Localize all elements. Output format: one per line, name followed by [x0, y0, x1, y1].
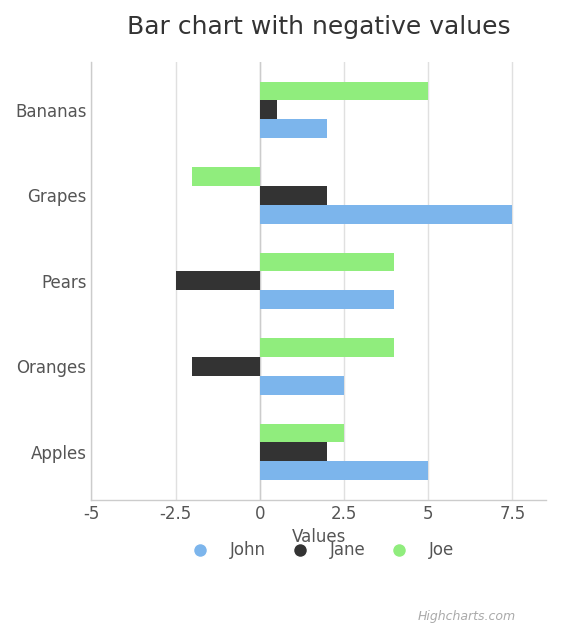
X-axis label: Values: Values: [292, 528, 346, 546]
Bar: [260, 442, 327, 461]
Bar: [260, 186, 327, 205]
Bar: [260, 101, 277, 119]
Title: Bar chart with negative values: Bar chart with negative values: [127, 15, 511, 39]
Text: Highcharts.com: Highcharts.com: [418, 610, 516, 623]
Bar: [260, 461, 428, 480]
Bar: [260, 424, 344, 442]
Bar: [192, 167, 260, 186]
Bar: [260, 82, 428, 101]
Bar: [192, 357, 260, 376]
Bar: [260, 119, 327, 138]
Bar: [176, 272, 260, 290]
Legend: John, Jane, Joe: John, Jane, Joe: [177, 535, 461, 566]
Bar: [260, 376, 344, 395]
Bar: [260, 338, 394, 357]
Bar: [260, 205, 512, 223]
Bar: [260, 290, 394, 309]
Bar: [260, 253, 394, 272]
